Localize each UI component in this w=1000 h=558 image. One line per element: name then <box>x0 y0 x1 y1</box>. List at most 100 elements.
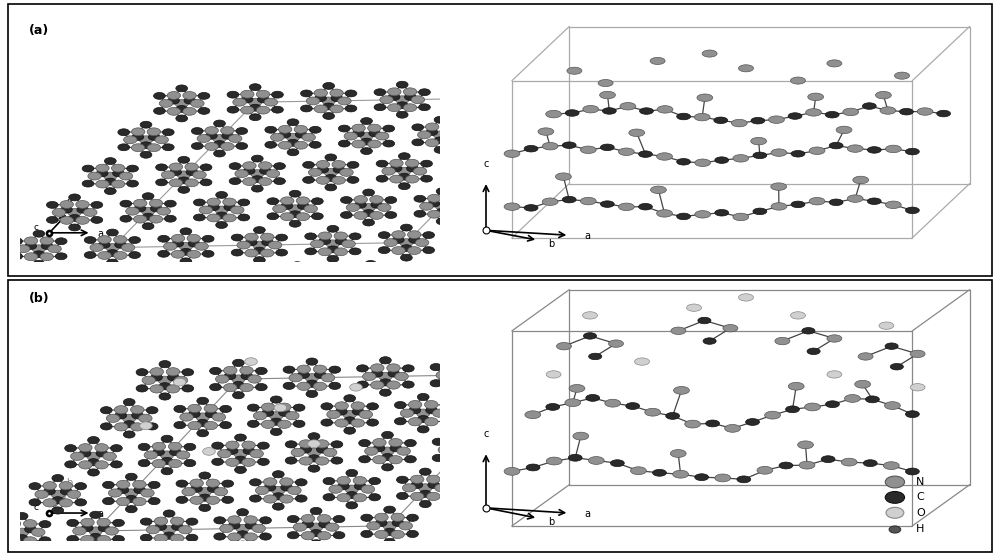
Circle shape <box>380 275 393 283</box>
Circle shape <box>176 496 188 503</box>
Circle shape <box>167 374 179 381</box>
Circle shape <box>310 240 324 248</box>
Circle shape <box>546 371 561 378</box>
Circle shape <box>454 446 468 454</box>
Circle shape <box>170 534 184 542</box>
Circle shape <box>147 128 161 136</box>
Circle shape <box>222 480 234 487</box>
Circle shape <box>565 110 579 116</box>
Circle shape <box>315 457 329 465</box>
Circle shape <box>141 207 155 215</box>
Circle shape <box>123 398 135 406</box>
Circle shape <box>340 211 352 219</box>
Circle shape <box>116 480 130 489</box>
Circle shape <box>335 408 347 415</box>
Circle shape <box>279 131 291 138</box>
Circle shape <box>136 276 148 283</box>
Circle shape <box>287 532 299 539</box>
Circle shape <box>154 93 165 99</box>
Circle shape <box>317 514 331 523</box>
Circle shape <box>338 97 351 105</box>
Circle shape <box>167 92 181 99</box>
Circle shape <box>413 167 427 175</box>
Circle shape <box>225 286 238 294</box>
Circle shape <box>178 177 190 184</box>
Circle shape <box>240 383 253 392</box>
Circle shape <box>129 237 141 243</box>
Circle shape <box>478 454 490 461</box>
Circle shape <box>527 376 538 383</box>
Circle shape <box>318 232 332 240</box>
Circle shape <box>403 88 417 96</box>
Circle shape <box>645 408 661 416</box>
Circle shape <box>313 382 327 391</box>
Circle shape <box>323 113 335 119</box>
Circle shape <box>82 180 94 187</box>
Circle shape <box>24 237 38 245</box>
Circle shape <box>428 482 440 488</box>
Circle shape <box>583 333 597 339</box>
Circle shape <box>456 124 468 131</box>
Circle shape <box>200 179 212 186</box>
Circle shape <box>471 166 485 174</box>
Circle shape <box>389 439 402 447</box>
Circle shape <box>48 245 61 253</box>
Circle shape <box>434 117 446 123</box>
Circle shape <box>87 452 100 460</box>
Circle shape <box>886 507 904 518</box>
Circle shape <box>291 262 303 268</box>
Circle shape <box>176 480 188 487</box>
Circle shape <box>305 374 319 382</box>
Circle shape <box>233 381 244 388</box>
Circle shape <box>827 371 842 378</box>
Circle shape <box>161 458 173 465</box>
Circle shape <box>81 536 94 543</box>
Circle shape <box>209 270 223 277</box>
Circle shape <box>291 448 305 456</box>
Circle shape <box>746 418 759 425</box>
Circle shape <box>188 240 200 247</box>
Circle shape <box>384 506 395 513</box>
Circle shape <box>263 478 277 486</box>
Circle shape <box>677 213 691 220</box>
Circle shape <box>150 556 162 558</box>
Circle shape <box>751 137 767 145</box>
Circle shape <box>69 224 80 231</box>
Circle shape <box>171 234 185 242</box>
Circle shape <box>388 370 400 377</box>
Circle shape <box>322 97 335 105</box>
Circle shape <box>95 461 108 469</box>
Circle shape <box>228 516 241 524</box>
Circle shape <box>327 225 339 232</box>
Circle shape <box>806 109 822 116</box>
Circle shape <box>324 169 338 176</box>
Circle shape <box>697 94 713 102</box>
Circle shape <box>302 521 314 528</box>
Circle shape <box>452 371 466 379</box>
Circle shape <box>142 213 154 220</box>
Circle shape <box>355 201 366 208</box>
Circle shape <box>24 253 38 261</box>
Circle shape <box>353 494 367 502</box>
Circle shape <box>7 537 21 545</box>
Circle shape <box>289 211 301 218</box>
Circle shape <box>205 411 217 417</box>
Circle shape <box>192 554 206 558</box>
Circle shape <box>375 519 387 527</box>
Circle shape <box>388 94 400 100</box>
Circle shape <box>267 213 279 220</box>
Circle shape <box>272 493 284 500</box>
Circle shape <box>329 382 341 389</box>
Circle shape <box>441 123 455 131</box>
Circle shape <box>159 278 173 287</box>
Circle shape <box>414 195 426 202</box>
Circle shape <box>338 483 349 490</box>
Circle shape <box>204 421 218 430</box>
Circle shape <box>218 283 230 290</box>
Circle shape <box>524 146 538 152</box>
Circle shape <box>346 204 360 211</box>
Circle shape <box>162 129 174 136</box>
Circle shape <box>171 251 185 258</box>
Circle shape <box>326 523 339 531</box>
Circle shape <box>227 106 239 113</box>
